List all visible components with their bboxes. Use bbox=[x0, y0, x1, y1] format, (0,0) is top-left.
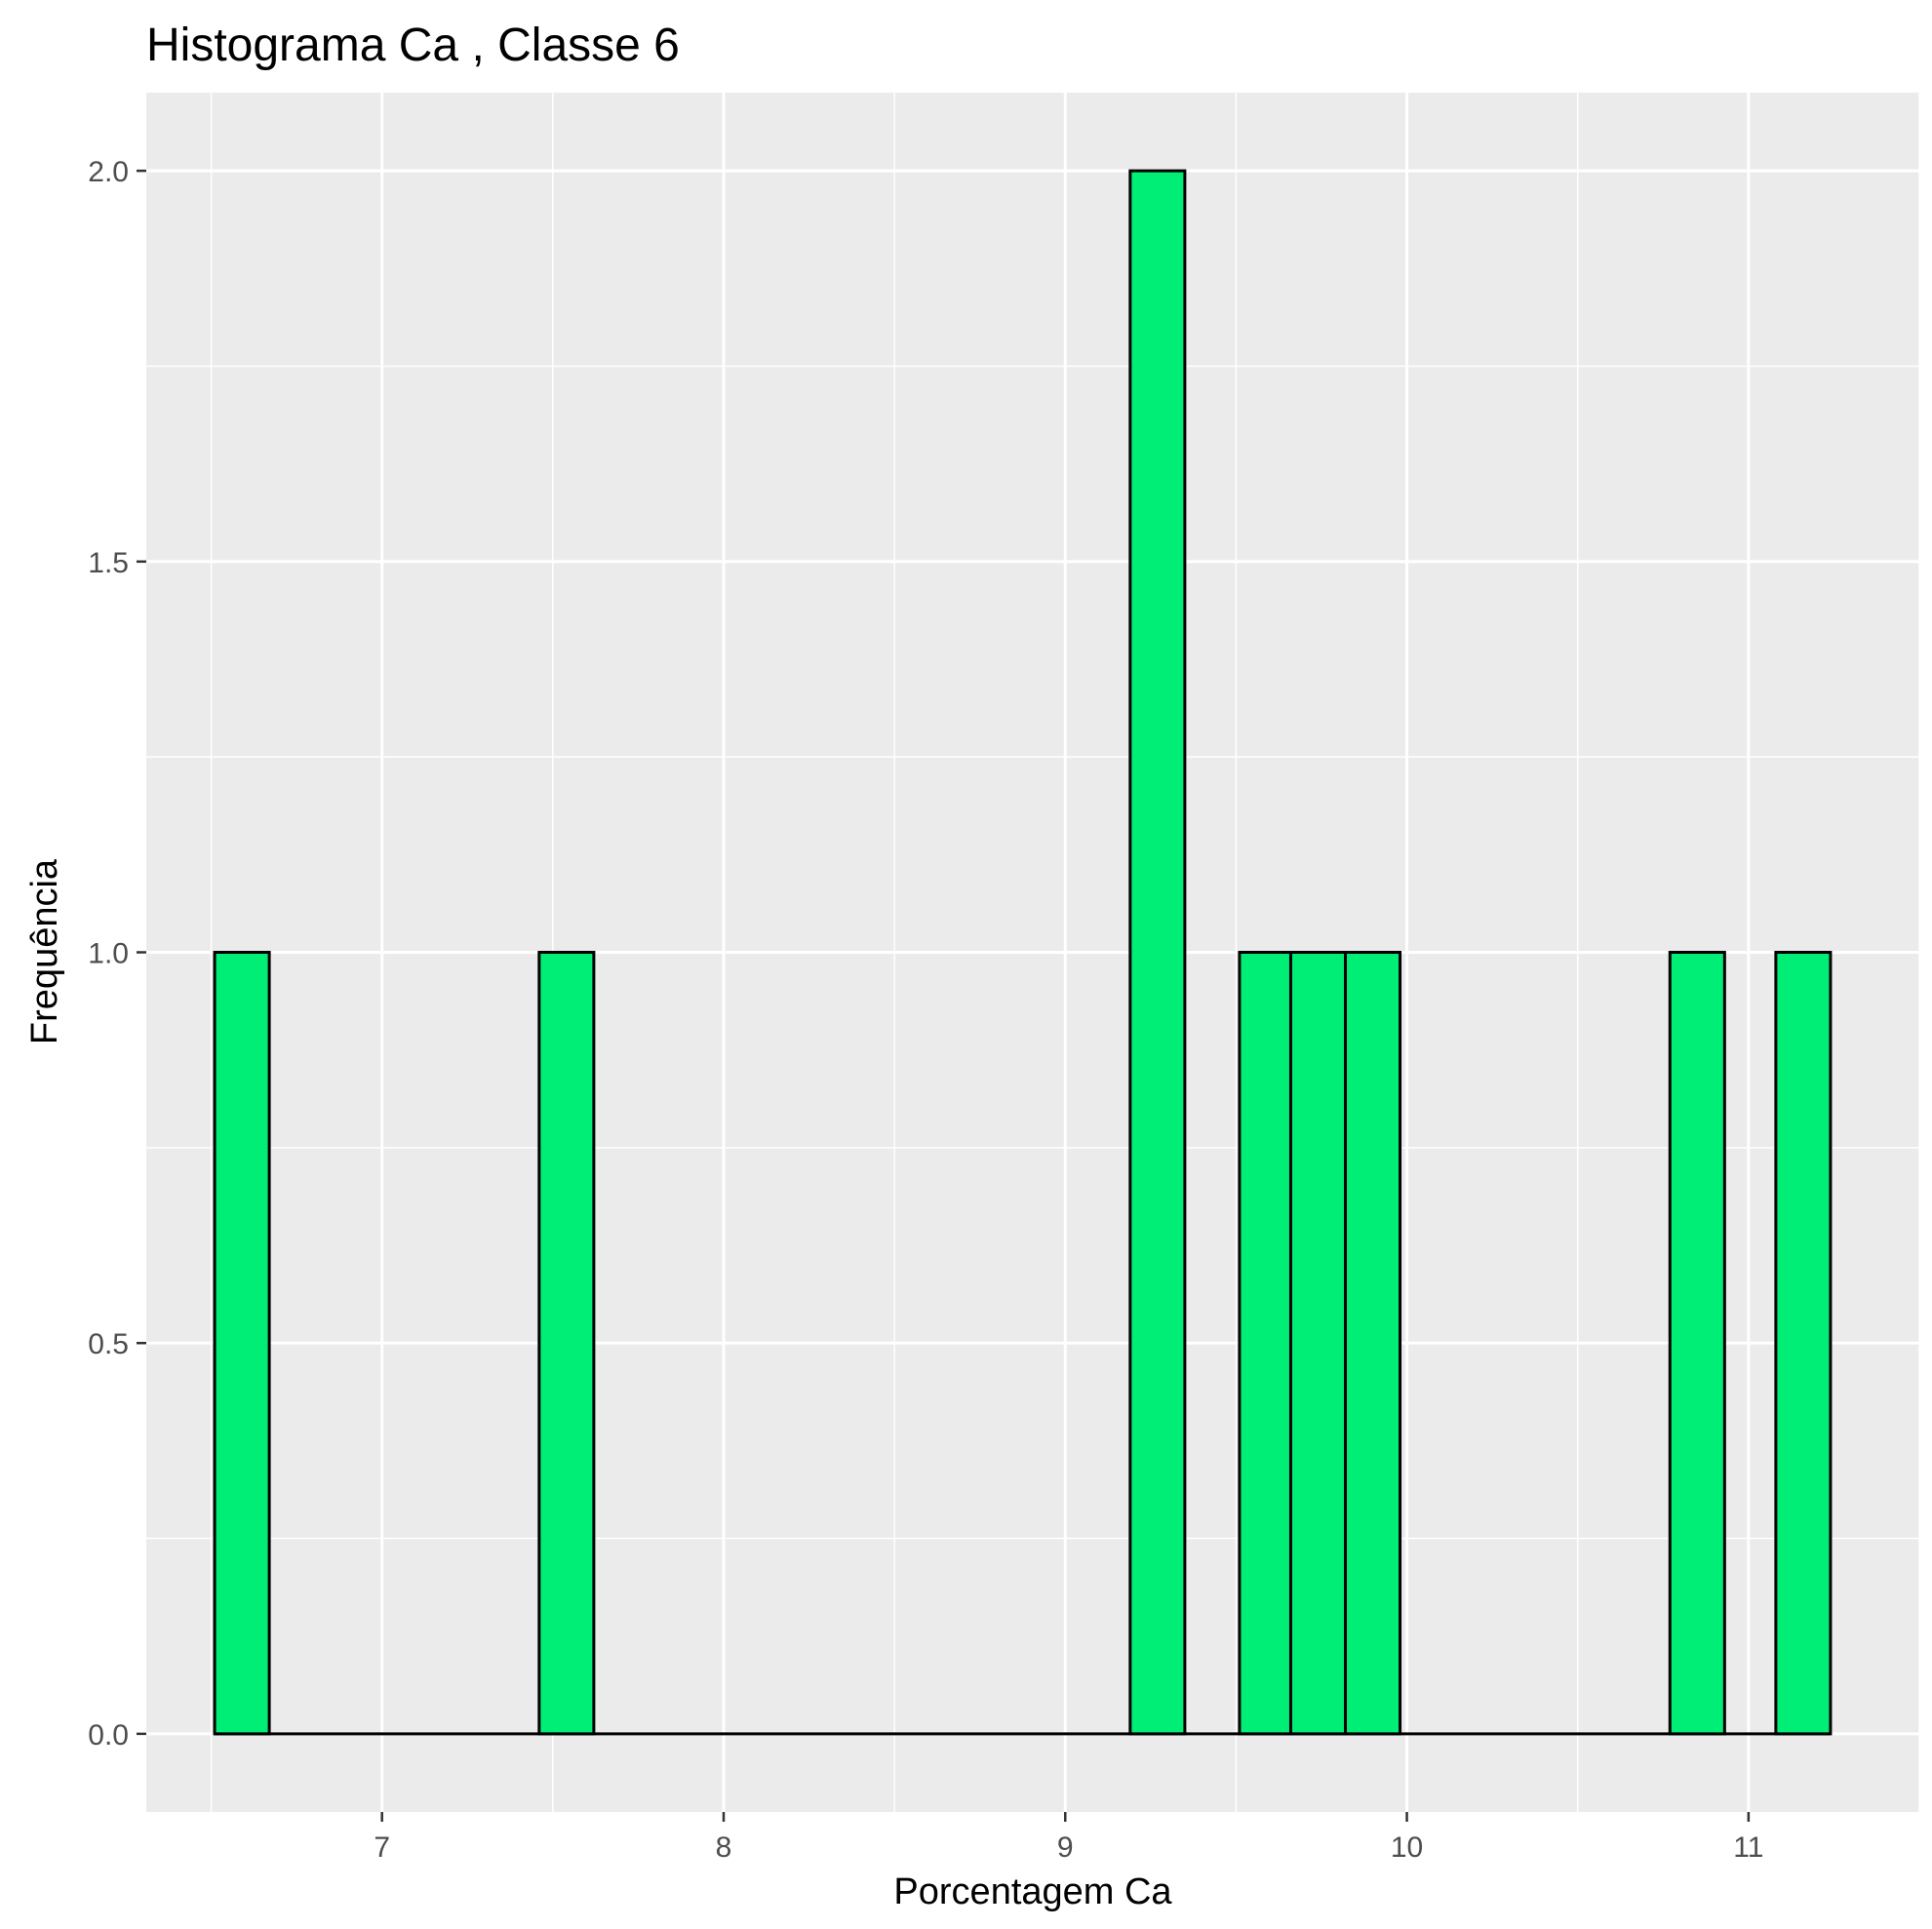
histogram-bar-7 bbox=[1774, 951, 1833, 1736]
y-tick-label-3: 1.5 bbox=[88, 547, 129, 579]
x-tick-label-0: 7 bbox=[374, 1831, 390, 1864]
x-tick-label-1: 8 bbox=[716, 1831, 732, 1864]
histogram-bar-6 bbox=[1668, 951, 1726, 1736]
histogram-bar-2 bbox=[1128, 169, 1187, 1736]
histogram-bar-5 bbox=[1344, 951, 1402, 1736]
histogram-bar-4 bbox=[1288, 951, 1348, 1736]
y-tick-label-2: 1.0 bbox=[88, 938, 129, 970]
x-tick-label-2: 9 bbox=[1057, 1831, 1074, 1864]
axis-ticks: 7 8 9 10 11 0.0 0.5 1.0 1.5 2.0 bbox=[88, 156, 1763, 1864]
chart-title: Histograma Ca , Classe 6 bbox=[146, 20, 680, 71]
grid-lines bbox=[146, 93, 1920, 1812]
x-tick-label-4: 11 bbox=[1733, 1831, 1763, 1864]
y-tick-label-0: 0.0 bbox=[88, 1719, 129, 1752]
x-tick-label-3: 10 bbox=[1391, 1831, 1423, 1864]
y-axis-title: Frequência bbox=[24, 858, 65, 1044]
histogram-bars bbox=[213, 169, 1833, 1736]
histogram-bar-1 bbox=[537, 951, 596, 1736]
histogram-bar-3 bbox=[1238, 951, 1292, 1736]
histogram-bar-0 bbox=[213, 951, 271, 1736]
y-tick-label-4: 2.0 bbox=[88, 156, 129, 188]
x-axis-title: Porcentagem Ca bbox=[893, 1871, 1172, 1912]
y-tick-label-1: 0.5 bbox=[88, 1328, 129, 1360]
